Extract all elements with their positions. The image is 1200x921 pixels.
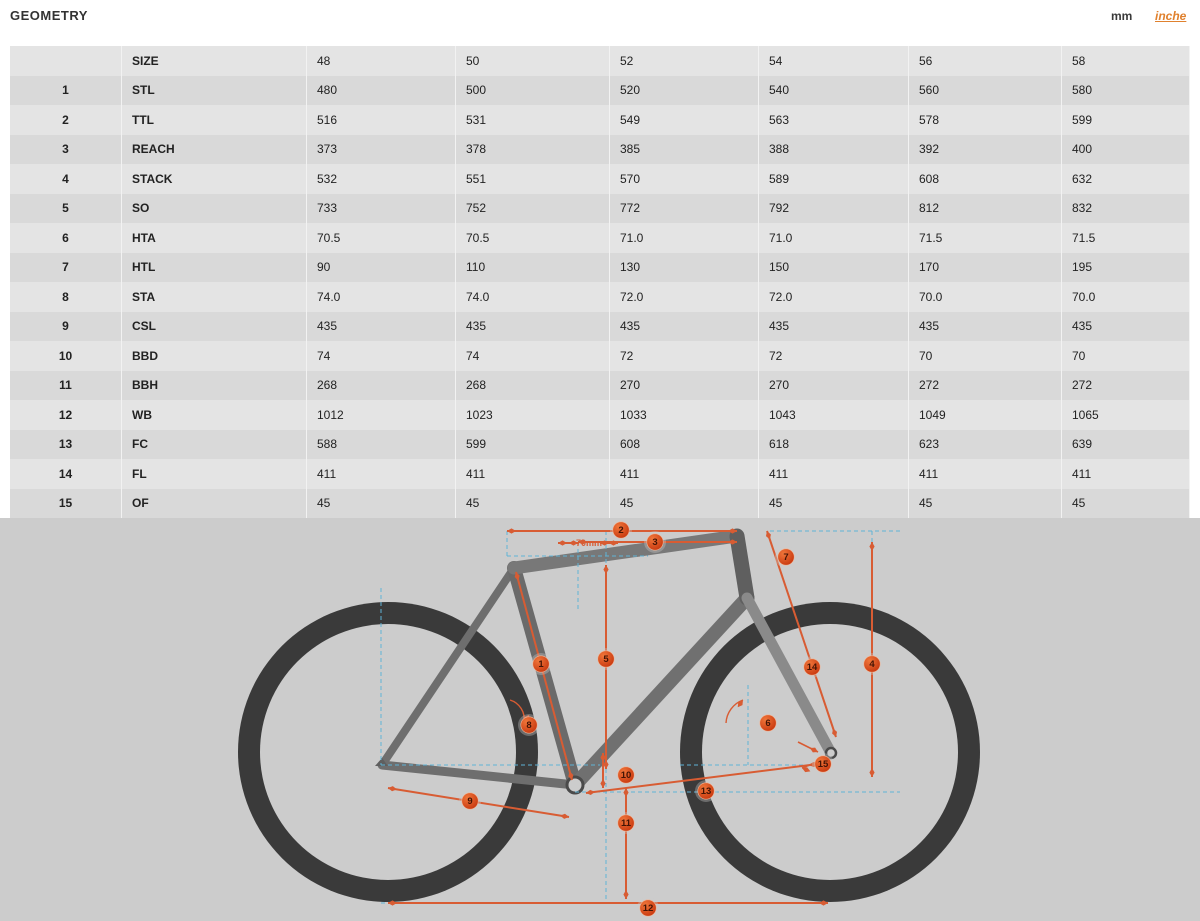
svg-text:4: 4 (869, 659, 875, 670)
svg-text:11: 11 (621, 818, 632, 829)
svg-text:5: 5 (603, 654, 609, 665)
svg-text:13: 13 (701, 786, 712, 797)
svg-text:6: 6 (765, 718, 770, 729)
svg-text:9: 9 (467, 796, 472, 807)
svg-text:2: 2 (618, 525, 623, 536)
svg-text:15: 15 (818, 759, 829, 770)
svg-text:8: 8 (526, 720, 531, 731)
svg-text:7: 7 (783, 552, 788, 563)
svg-text:10: 10 (621, 770, 632, 781)
svg-text:70mm: 70mm (576, 538, 602, 548)
svg-text:12: 12 (643, 903, 654, 914)
svg-text:1: 1 (538, 659, 544, 670)
svg-text:3: 3 (652, 537, 657, 548)
svg-text:14: 14 (807, 662, 818, 673)
